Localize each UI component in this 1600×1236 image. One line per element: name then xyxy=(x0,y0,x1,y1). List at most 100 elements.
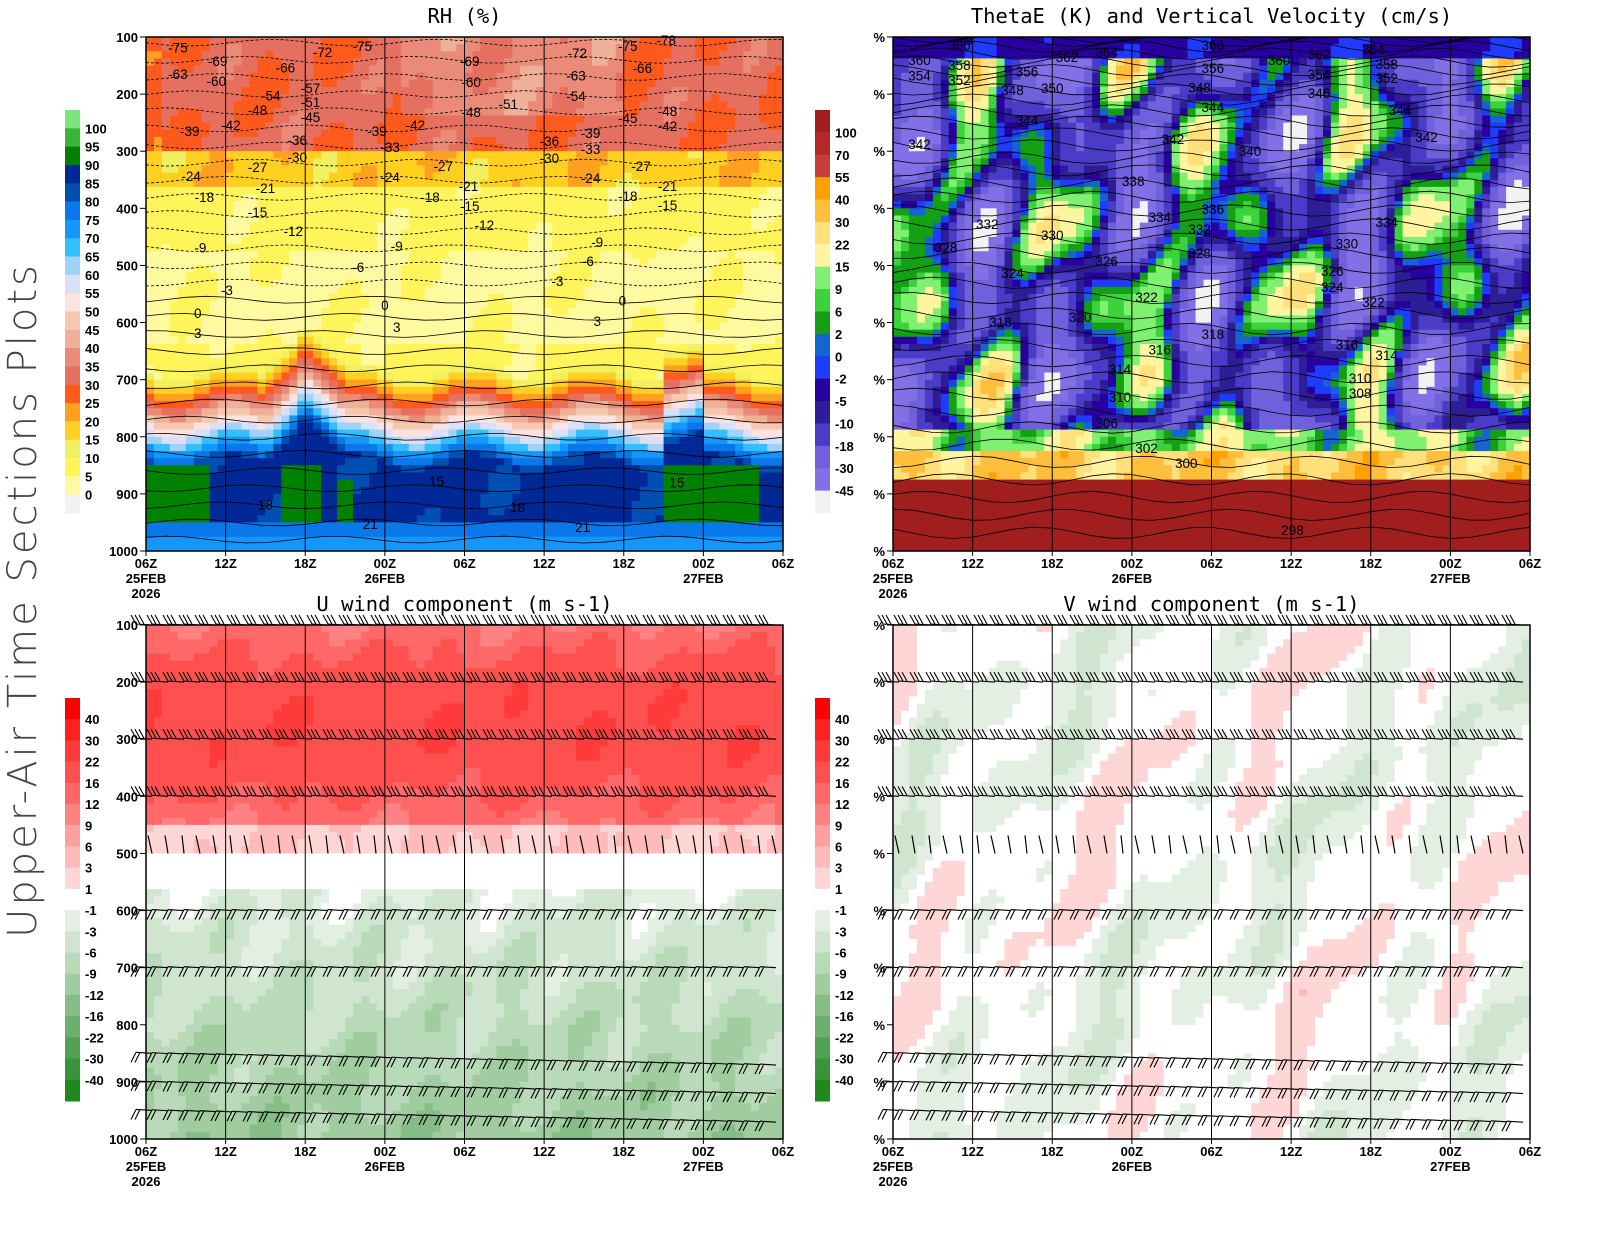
contour-fill-cell xyxy=(1131,443,1157,452)
contour-fill-cell xyxy=(1346,365,1356,374)
contour-fill-cell xyxy=(1163,344,1173,352)
contour-fill-cell xyxy=(988,186,1005,195)
contour-fill-cell xyxy=(1474,294,1483,302)
contour-fill-cell xyxy=(456,739,577,747)
contour-fill-cell xyxy=(1139,58,1149,67)
contour-fill-cell xyxy=(1498,179,1507,188)
contour-label: 316 xyxy=(1336,337,1359,352)
contour-fill-cell xyxy=(1100,172,1109,181)
contour-fill-cell xyxy=(1490,258,1499,266)
contour-fill-cell xyxy=(1522,386,1531,395)
contour-fill-cell xyxy=(432,172,466,181)
contour-fill-cell xyxy=(1227,144,1236,152)
contour-fill-cell xyxy=(996,165,1013,174)
contour-fill-cell xyxy=(956,286,966,295)
contour-fill-cell xyxy=(361,286,402,295)
contour-fill-cell xyxy=(1076,279,1085,288)
contour-fill-cell xyxy=(1092,108,1101,117)
contour-fill-cell xyxy=(1514,58,1523,67)
contour-fill-cell xyxy=(948,429,974,438)
contour-fill-cell xyxy=(1211,144,1221,152)
contour-fill-cell xyxy=(1315,294,1324,302)
contour-fill-cell xyxy=(1323,165,1332,174)
contour-fill-cell xyxy=(225,393,243,402)
contour-fill-cell xyxy=(1012,215,1021,224)
colorbar-label: 30 xyxy=(85,378,99,393)
contour-fill-cell xyxy=(615,365,665,374)
contour-fill-cell xyxy=(964,408,974,416)
contour-fill-cell xyxy=(217,443,259,452)
colorbar-swatch xyxy=(815,333,830,357)
contour-fill-cell xyxy=(1458,94,1467,102)
contour-fill-cell xyxy=(924,386,934,395)
contour-fill-cell xyxy=(1323,136,1332,145)
contour-fill-cell xyxy=(1394,72,1443,81)
contour-fill-cell xyxy=(615,832,673,840)
contour-fill-cell xyxy=(1116,51,1141,59)
contour-fill-cell xyxy=(225,789,274,797)
contour-fill-cell xyxy=(893,386,918,395)
contour-fill-cell xyxy=(552,386,569,395)
contour-fill-cell xyxy=(1450,365,1467,374)
contour-fill-cell xyxy=(1386,79,1420,88)
contour-fill-cell xyxy=(663,379,681,388)
contour-fill-cell xyxy=(940,129,950,138)
contour-fill-cell xyxy=(209,265,251,274)
contour-fill-cell xyxy=(1084,422,1093,431)
contour-fill-cell xyxy=(217,58,243,67)
contour-fill-cell xyxy=(607,208,625,216)
contour-fill-cell xyxy=(1442,386,1451,395)
contour-fill-cell xyxy=(1235,265,1244,274)
contour-fill-cell xyxy=(154,724,267,733)
contour-fill-cell xyxy=(209,365,259,374)
contour-fill-cell xyxy=(1163,72,1205,81)
contour-fill-cell xyxy=(1283,222,1308,231)
contour-fill-cell xyxy=(1330,336,1348,345)
contour-fill-cell xyxy=(607,832,617,840)
contour-fill-cell xyxy=(408,810,497,819)
contour-fill-cell xyxy=(1243,429,1276,438)
contour-fill-cell xyxy=(1163,315,1173,324)
contour-fill-cell xyxy=(1108,229,1117,238)
contour-fill-cell xyxy=(400,101,434,109)
contour-fill-cell xyxy=(940,429,950,438)
contour-fill-cell xyxy=(146,789,227,797)
contour-fill-cell xyxy=(225,351,282,359)
contour-fill-cell xyxy=(464,422,481,431)
contour-fill-cell xyxy=(424,732,458,740)
contour-fill-cell xyxy=(154,824,259,833)
contour-fill-cell xyxy=(209,817,259,826)
contour-fill-cell xyxy=(1299,365,1308,374)
contour-fill-cell xyxy=(1346,351,1356,359)
contour-fill-cell xyxy=(464,179,481,188)
contour-fill-cell xyxy=(1299,251,1308,259)
contour-fill-cell xyxy=(257,194,458,202)
contour-fill-cell xyxy=(1386,172,1404,181)
contour-fill-cell xyxy=(996,44,1125,52)
y-tick-label: % xyxy=(873,316,885,331)
contour-fill-cell xyxy=(161,817,187,826)
contour-fill-cell xyxy=(591,710,609,719)
contour-fill-cell xyxy=(384,79,402,88)
contour-fill-cell xyxy=(376,136,418,145)
contour-fill-cell xyxy=(639,436,665,445)
contour-fill-cell xyxy=(893,51,966,59)
contour-fill-cell xyxy=(432,458,450,466)
contour-fill-cell xyxy=(1291,87,1324,95)
contour-fill-cell xyxy=(1323,87,1332,95)
contour-fill-cell xyxy=(663,486,760,495)
contour-fill-cell xyxy=(313,144,354,152)
contour-fill-cell xyxy=(1004,386,1014,395)
contour-fill-cell xyxy=(488,803,521,812)
contour-fill-cell xyxy=(369,796,482,804)
contour-fill-cell xyxy=(1522,115,1531,124)
contour-fill-cell xyxy=(201,322,322,331)
contour-fill-cell xyxy=(980,115,990,124)
contour-fill-cell xyxy=(703,436,728,445)
contour-fill-cell xyxy=(1004,129,1014,138)
contour-fill-cell xyxy=(536,351,665,359)
contour-fill-cell xyxy=(1020,372,1029,381)
contour-fill-cell xyxy=(384,72,402,81)
contour-fill-cell xyxy=(1235,186,1244,195)
contour-fill-cell xyxy=(948,301,958,309)
